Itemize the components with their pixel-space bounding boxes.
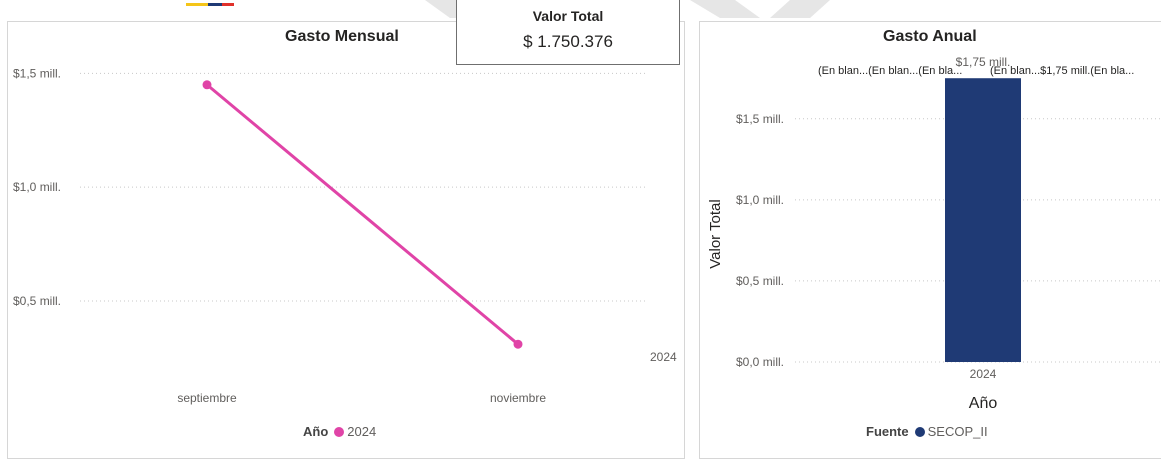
monthly-data-point-noviembre: [513, 339, 523, 349]
annual-legend: Fuente SECOP_II: [866, 424, 988, 439]
annual-y-tick-label: $1,0 mill.: [736, 193, 784, 207]
logo-yellow-stripe: [186, 3, 208, 6]
annual-y-tick-label: $0,5 mill.: [736, 274, 784, 288]
annual-y-axis-title: Valor Total: [707, 199, 724, 269]
monthly-series-line: [206, 83, 519, 346]
annual-spend-panel: Gasto Anual $1,5 mill. $1,0 mill. $0,5 mil…: [699, 21, 1161, 459]
monthly-y-tick-label: $1,0 mill.: [13, 180, 61, 194]
monthly-line-chart: $1,5 mill. $1,0 mill. $0,5 mill. septiembre…: [13, 66, 677, 405]
monthly-y-tick-label: $0,5 mill.: [13, 294, 61, 308]
monthly-y-tick-label: $1,5 mill.: [13, 66, 61, 80]
annual-y-tick-label: $0,0 mill.: [736, 355, 784, 369]
legend-2024-marker: [334, 427, 345, 437]
total-value-card: Valor Total $ 1.750.376: [456, 0, 680, 65]
monthly-x-tick-label: septiembre: [177, 391, 237, 405]
annual-x-axis-title: Año: [969, 395, 998, 412]
monthly-data-point-septiembre: [202, 80, 212, 90]
annual-bar-chart: $1,5 mill. $1,0 mill. $0,5 mill. $0,0 mill.…: [707, 55, 1160, 412]
monthly-x-tick-label: noviembre: [490, 391, 546, 405]
annual-bar-data-label: $1,75 mill.: [956, 55, 1011, 69]
annual-top-label-2: (En blan...$1,75 mill.(En bla...: [990, 65, 1134, 77]
annual-y-tick-label: $1,5 mill.: [736, 112, 784, 126]
annual-legend-title: Fuente: [866, 424, 909, 439]
legend-2024-label: 2024: [347, 424, 377, 439]
annual-chart-title: Gasto Anual: [883, 28, 977, 45]
legend-secop-label: SECOP_II: [927, 424, 988, 439]
annual-x-tick-label: 2024: [970, 367, 997, 381]
logo-strip: [186, 0, 234, 7]
deco-chevron-4: [770, 0, 830, 18]
monthly-spend-panel: Gasto Mensual $1,5 mill. $1,0 mill. $0,5 m…: [7, 21, 685, 459]
total-value-amount: $ 1.750.376: [523, 32, 613, 51]
monthly-extra-label: 2024: [650, 350, 677, 364]
total-value-label: Valor Total: [532, 8, 604, 24]
annual-bar-2024: [945, 78, 1021, 362]
legend-secop-marker: [914, 427, 925, 437]
monthly-legend-title: Año: [303, 424, 329, 439]
logo-red-stripe: [222, 3, 234, 6]
monthly-chart-title: Gasto Mensual: [285, 28, 399, 45]
logo-blue-stripe: [208, 3, 222, 6]
monthly-legend: Año 2024: [303, 424, 376, 439]
deco-chevron-3: [690, 0, 760, 18]
annual-top-label-1: (En blan...(En blan...(En bla...: [818, 65, 962, 77]
